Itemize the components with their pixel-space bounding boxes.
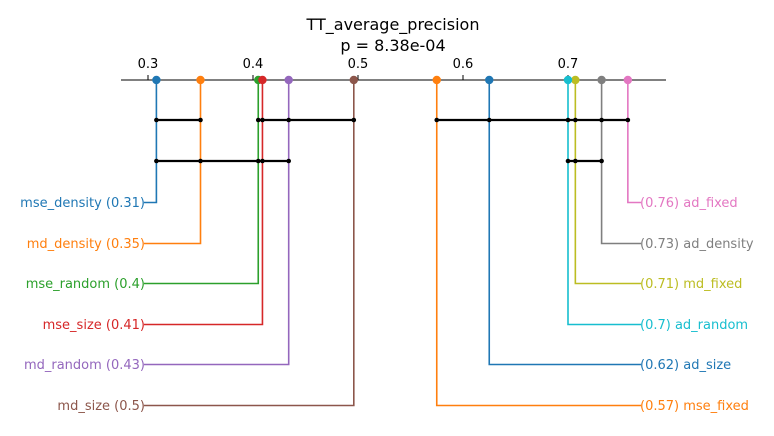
clique-dot <box>434 117 440 123</box>
axis-tick-label: 0.6 <box>453 57 474 72</box>
method-lines: mse_density (0.31) md_density (0.35) mse_r… <box>20 80 754 414</box>
method-line-mse_size <box>144 80 264 326</box>
method-line-md_size <box>144 80 355 407</box>
method-label-ad_size: (0.62) ad_size <box>640 358 731 373</box>
clique-bars <box>154 117 631 164</box>
rank-marker-md_density <box>196 75 205 85</box>
method-label-md_fixed: (0.71) md_fixed <box>640 277 742 292</box>
rank-markers <box>152 75 633 85</box>
rank-marker-md_random <box>284 75 293 85</box>
rank-marker-mse_density <box>152 75 161 85</box>
clique-dot <box>351 117 357 123</box>
method-line-ad_density <box>600 80 641 245</box>
axis-tick-label: 0.7 <box>558 57 579 72</box>
method-label-mse_density: mse_density (0.31) <box>20 196 145 211</box>
rank-marker-md_fixed <box>571 75 580 85</box>
axis-ticks: 0.3 0.4 0.5 0.6 0.7 <box>138 57 579 80</box>
clique-dot <box>286 117 292 123</box>
method-label-md_size: md_size (0.5) <box>57 399 145 414</box>
clique-dot <box>154 117 159 123</box>
clique-dot <box>154 158 159 164</box>
method-line-md_random <box>144 80 290 366</box>
clique-dot <box>573 158 578 164</box>
axis-tick-label: 0.4 <box>243 57 264 72</box>
method-line-md_density <box>144 80 202 245</box>
clique-dot <box>625 117 631 123</box>
method-label-md_density: md_density (0.35) <box>27 237 145 252</box>
method-label-ad_fixed: (0.76) ad_fixed <box>640 196 738 211</box>
method-label-ad_random: (0.7) ad_random <box>640 318 748 333</box>
clique-dot <box>198 158 203 164</box>
clique-dot <box>255 117 261 123</box>
method-label-mse_random: mse_random (0.4) <box>26 277 145 292</box>
clique-dot <box>573 117 578 123</box>
axis-tick-label: 0.5 <box>348 57 369 72</box>
rank-marker-mse_fixed <box>432 75 441 85</box>
clique-dot <box>599 158 604 164</box>
method-label-md_random: md_random (0.43) <box>24 358 145 373</box>
rank-marker-ad_density <box>597 75 606 85</box>
method-line-ad_size <box>488 80 641 366</box>
method-line-mse_density <box>144 80 158 204</box>
clique-dot <box>260 158 265 164</box>
rank-marker-md_size <box>349 75 358 85</box>
rank-marker-ad_random <box>563 75 573 85</box>
rank-marker-ad_size <box>485 75 494 85</box>
chart-title: TT_average_precision <box>306 15 480 35</box>
rank-marker-mse_size <box>258 75 267 85</box>
clique-dot <box>565 158 571 164</box>
method-line-mse_fixed <box>435 80 641 407</box>
method-line-mse_random <box>144 80 260 285</box>
method-label-mse_size: mse_size (0.41) <box>43 318 145 333</box>
method-line-ad_fixed <box>627 80 641 204</box>
clique-dot <box>260 117 265 123</box>
method-label-ad_density: (0.73) ad_density <box>640 237 754 252</box>
clique-dot <box>486 117 492 123</box>
method-label-mse_fixed: (0.57) mse_fixed <box>640 399 749 414</box>
clique-dot <box>255 158 261 164</box>
clique-dot <box>599 117 604 123</box>
clique-dot <box>565 117 571 123</box>
method-line-md_fixed <box>574 80 641 285</box>
rank-marker-ad_fixed <box>623 75 633 85</box>
clique-dot <box>286 158 292 164</box>
chart-subtitle: p = 8.38e-04 <box>340 36 445 55</box>
clique-dot <box>198 117 203 123</box>
axis-tick-label: 0.3 <box>138 57 159 72</box>
